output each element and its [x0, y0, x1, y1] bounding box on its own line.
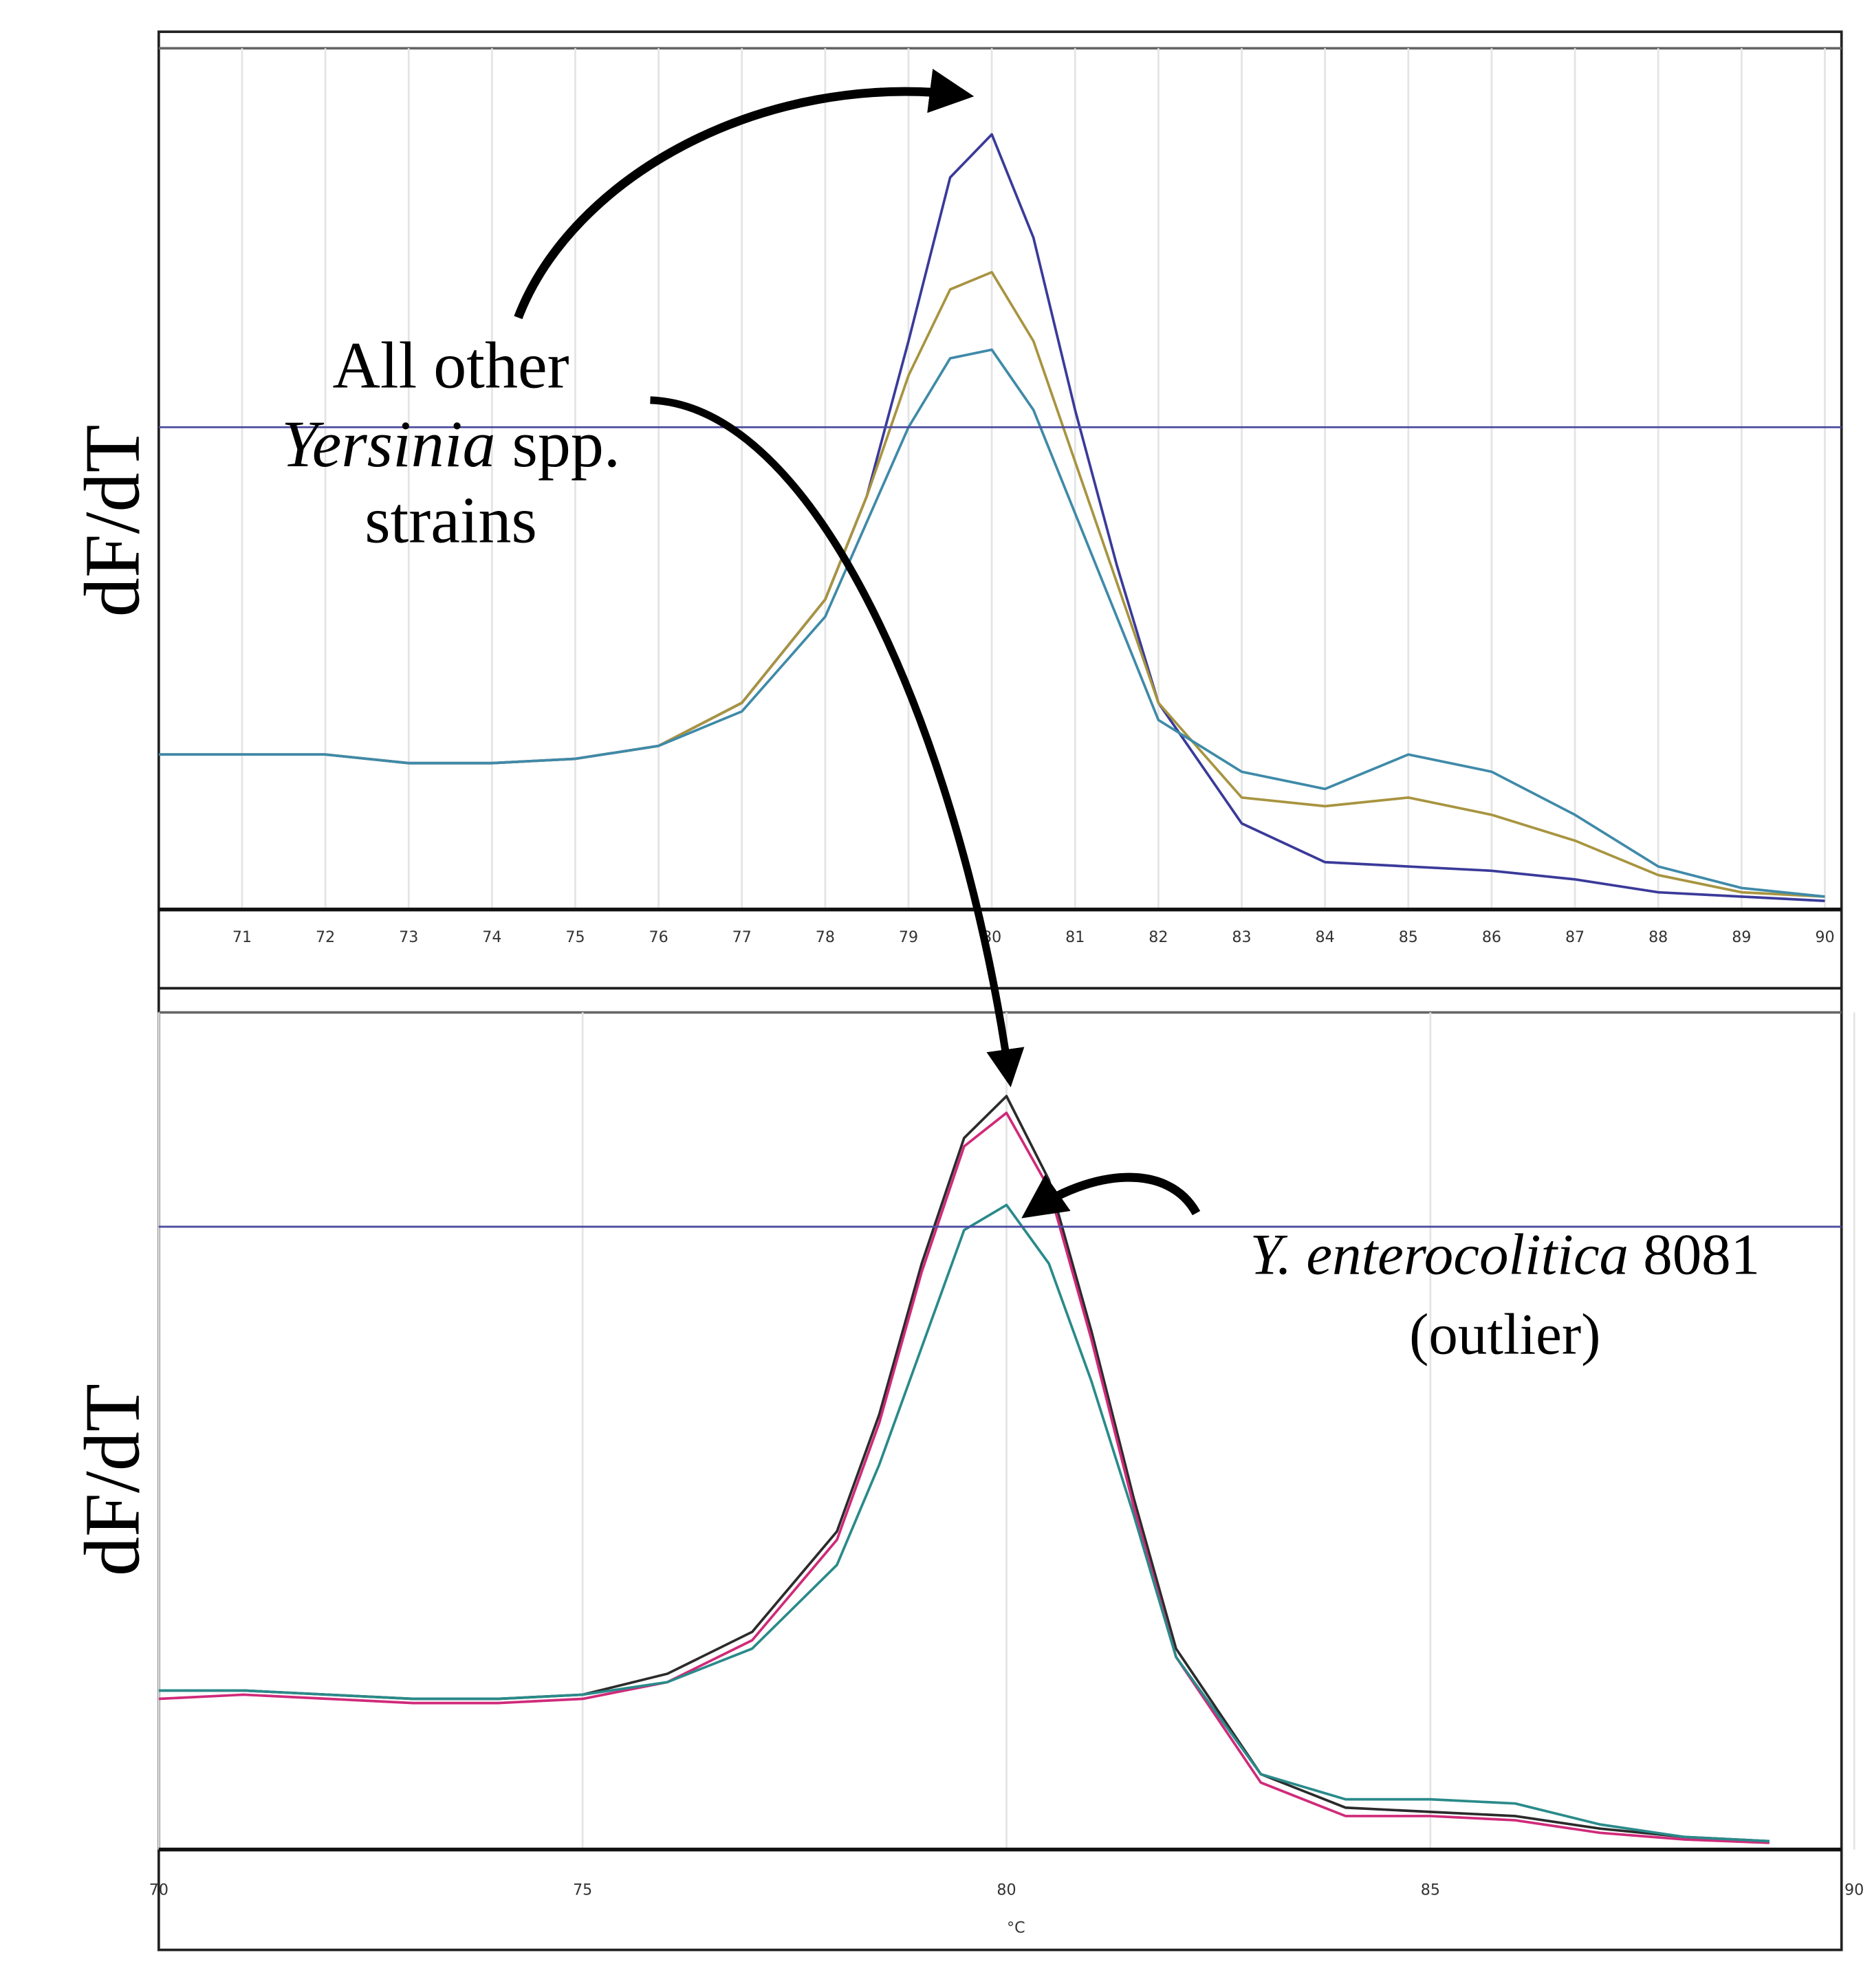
x-tick-label: 72	[316, 928, 335, 946]
annotation: All other	[333, 328, 569, 402]
x-tick-label: 85	[1421, 1881, 1440, 1899]
plot	[158, 133, 1825, 902]
x-tick-label: 84	[1316, 928, 1335, 946]
arrow	[1021, 1172, 1201, 1219]
x-tick-label: 70	[149, 1881, 168, 1899]
x-tick-label: 86	[1482, 928, 1501, 946]
arrow	[514, 69, 975, 320]
annotation: Yersinia spp.	[281, 407, 620, 481]
x-tick-label: 82	[1149, 928, 1168, 946]
x-tick-label: 77	[732, 928, 752, 946]
annotation: Yersinia	[281, 407, 495, 481]
panel-frame	[157, 987, 1843, 1952]
x-tick-label: 71	[232, 928, 252, 946]
plot	[158, 1095, 1770, 1844]
x-tick-label: 79	[899, 928, 918, 946]
melt-curve	[158, 1111, 1770, 1844]
x-tick-label: 90	[1815, 928, 1834, 946]
x-tick-label: 75	[565, 928, 585, 946]
x-tick-label: 88	[1648, 928, 1668, 946]
melt-curve	[158, 1203, 1770, 1843]
x-axis-label: °C	[1007, 1919, 1025, 1937]
x-tick-label: 80	[997, 1881, 1016, 1899]
annotation: Y. enterocolitica 8081	[1250, 1222, 1761, 1287]
arrow	[650, 396, 1025, 1088]
x-tick-label: 83	[1232, 928, 1251, 946]
x-tick-label: 75	[573, 1881, 592, 1899]
y-axis-label: dF/dT	[69, 424, 156, 617]
annotation: (outlier)	[1409, 1302, 1600, 1366]
annotation: Y. enterocolitica	[1250, 1222, 1629, 1287]
x-tick-label: 90	[1844, 1881, 1864, 1899]
x-tick-label: 74	[482, 928, 501, 946]
melt-curve	[158, 348, 1825, 898]
x-tick-label: 76	[649, 928, 668, 946]
x-tick-label: 81	[1065, 928, 1085, 946]
x-tick-label: 89	[1732, 928, 1751, 946]
panel-frame	[157, 30, 1843, 990]
y-axis-label: dF/dT	[69, 1384, 156, 1576]
x-tick-label: 73	[399, 928, 418, 946]
x-tick-label: 85	[1399, 928, 1418, 946]
annotation: strains	[364, 483, 537, 557]
x-tick-label: 78	[816, 928, 835, 946]
annotation: 8081	[1643, 1222, 1760, 1287]
x-tick-label: 87	[1565, 928, 1585, 946]
annotation: spp.	[512, 407, 620, 481]
